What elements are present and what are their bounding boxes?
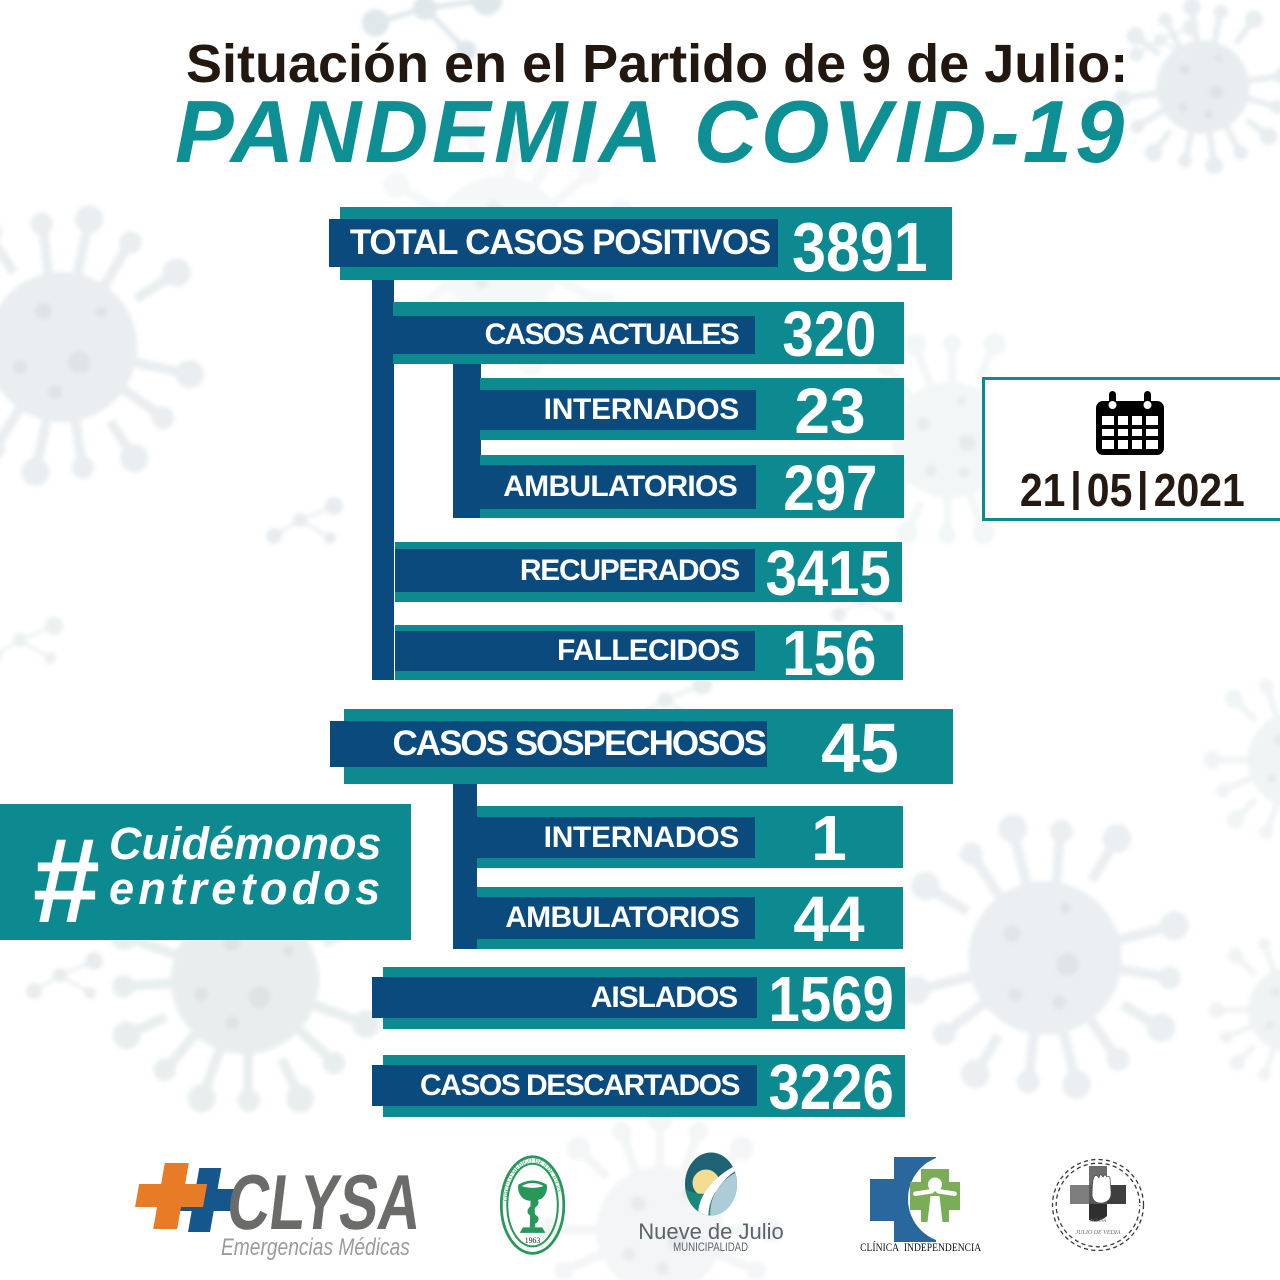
- svg-text:JULIO DE VEDIA: JULIO DE VEDIA: [1076, 1230, 1121, 1236]
- svg-text:1963: 1963: [525, 1236, 541, 1245]
- svg-text:ACLISA: ACLISA: [1089, 1219, 1107, 1224]
